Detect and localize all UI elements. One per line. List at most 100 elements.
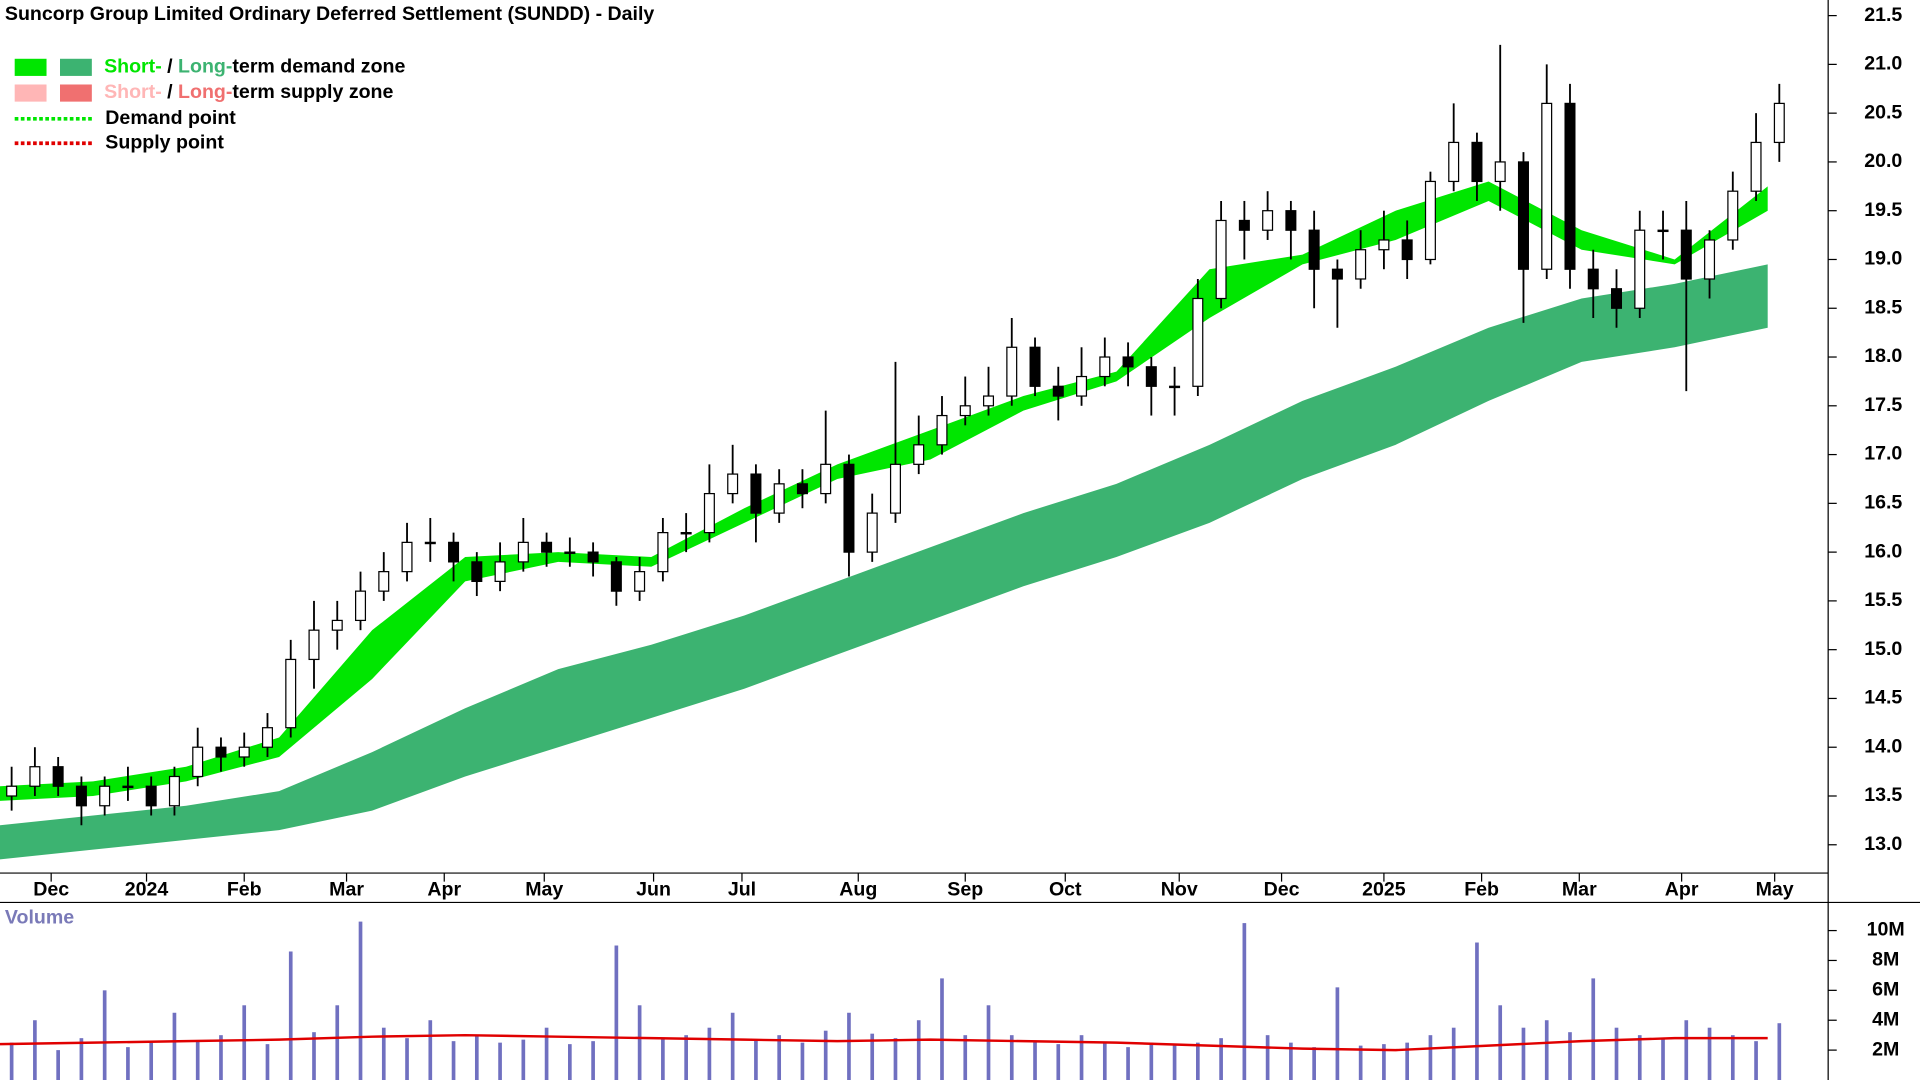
- candle-body: [1099, 356, 1111, 378]
- volume-bar: [800, 1042, 805, 1080]
- candle-body: [1285, 210, 1297, 231]
- candle-body: [1704, 239, 1716, 280]
- volume-bar: [1172, 1044, 1177, 1080]
- legend-swatch: [14, 58, 47, 76]
- y-tick-label: 14.0: [1864, 735, 1902, 757]
- y-tick-label: 15.5: [1864, 589, 1902, 611]
- candle-body: [1215, 219, 1227, 300]
- x-tick-label: Jul: [728, 878, 756, 900]
- x-tick-label: Feb: [1464, 878, 1499, 900]
- volume-bar: [1196, 1042, 1200, 1080]
- candle-body: [1610, 288, 1623, 309]
- candle-body: [1029, 346, 1041, 387]
- candle-body: [1517, 161, 1529, 270]
- candle-body: [1052, 385, 1064, 397]
- y-tick-label: 16.0: [1864, 540, 1902, 562]
- candle-body: [796, 483, 808, 495]
- candle-body: [1145, 366, 1157, 387]
- volume-bar: [707, 1027, 712, 1080]
- volume-bar: [1730, 1035, 1735, 1080]
- volume-bar: [521, 1039, 526, 1080]
- volume-bar: [1079, 1035, 1084, 1080]
- volume-average: [0, 1033, 1768, 1052]
- y-tick-label: 20.5: [1864, 101, 1902, 123]
- candle-body: [1006, 346, 1018, 397]
- volume-bar: [358, 921, 363, 1080]
- legend-label-part: /: [162, 56, 178, 78]
- candle-body: [192, 746, 204, 778]
- x-tick-label: Apr: [427, 878, 461, 900]
- volume-bar: [1591, 978, 1596, 1080]
- legend-swatch: [60, 58, 92, 76]
- candle-body: [471, 561, 483, 583]
- volume-bar: [1358, 1045, 1363, 1080]
- volume-bar: [381, 1027, 386, 1080]
- candle-body: [1308, 229, 1320, 270]
- candle-body: [889, 463, 901, 514]
- candle-body: [6, 785, 18, 797]
- plot: [0, 44, 1785, 1080]
- legend-label-part: Short-: [104, 56, 162, 78]
- y-tick-label: 13.0: [1864, 833, 1902, 855]
- volume-bar: [730, 1012, 735, 1080]
- candle-body: [1076, 375, 1088, 397]
- legend-label-part: Short-: [104, 81, 162, 103]
- legend-label-part: term supply zone: [232, 81, 393, 103]
- volume-bar: [777, 1035, 782, 1080]
- candle-body: [936, 414, 948, 446]
- volume-bar: [1289, 1042, 1293, 1080]
- volume-bar: [893, 1038, 898, 1080]
- candle-body: [261, 727, 273, 748]
- volume-bar: [823, 1030, 828, 1080]
- y-tick-label: 21.5: [1864, 4, 1902, 26]
- candle-body: [424, 541, 436, 545]
- candle-body: [1750, 141, 1762, 192]
- volume-bar: [1056, 1044, 1061, 1080]
- candle-body: [866, 512, 878, 553]
- y-tick-label: 16.5: [1864, 492, 1902, 514]
- volume-title: Volume: [5, 907, 74, 929]
- x-tick-label: 2024: [125, 878, 169, 900]
- legend-label-part: Long-: [178, 81, 232, 103]
- candle-body: [1657, 229, 1669, 233]
- x-tick-label: 2025: [1362, 878, 1406, 900]
- volume-bar: [1312, 1047, 1316, 1080]
- candle-body: [1401, 239, 1413, 261]
- y-tick-label: 18.0: [1864, 345, 1902, 367]
- candle-body: [517, 541, 529, 563]
- candle-body: [820, 463, 832, 495]
- x-tick-label: Aug: [839, 878, 877, 900]
- candle-body: [448, 541, 460, 563]
- candle-body: [1634, 229, 1646, 309]
- volume-bar: [940, 978, 944, 1080]
- volume-bar: [288, 951, 293, 1080]
- volume-bar: [56, 1050, 60, 1080]
- x-tick-label: Apr: [1665, 878, 1699, 900]
- volume-bar: [265, 1044, 270, 1080]
- candle-body: [75, 785, 87, 807]
- volume-bar: [870, 1033, 875, 1080]
- volume-y-tick-label: 8M: [1872, 949, 1899, 971]
- y-tick-label: 17.5: [1864, 394, 1902, 416]
- volume-bar: [637, 1005, 642, 1080]
- volume-bar: [1707, 1027, 1712, 1080]
- volume-y-tick-label: 4M: [1872, 1008, 1899, 1030]
- chart-title: Suncorp Group Limited Ordinary Deferred …: [5, 3, 655, 25]
- volume-bar: [847, 1012, 851, 1080]
- candle-body: [238, 746, 250, 758]
- candle-body: [1378, 239, 1390, 251]
- volume-bar: [1405, 1042, 1410, 1080]
- volume-bar: [963, 1035, 968, 1080]
- volume-bar: [1242, 923, 1247, 1080]
- candle-body: [983, 395, 995, 407]
- y-tick-label: 13.5: [1864, 784, 1902, 806]
- volume-bar: [1102, 1042, 1107, 1080]
- candle-body: [657, 532, 669, 573]
- volume-y-tick-label: 6M: [1872, 979, 1899, 1001]
- candle-body: [378, 571, 390, 592]
- candle-body: [331, 619, 343, 631]
- legend-label: Short- / Long-term demand zone: [104, 56, 405, 78]
- volume-bar: [149, 1042, 154, 1080]
- volume-bar: [79, 1038, 84, 1080]
- x-tick-label: Mar: [1562, 878, 1597, 900]
